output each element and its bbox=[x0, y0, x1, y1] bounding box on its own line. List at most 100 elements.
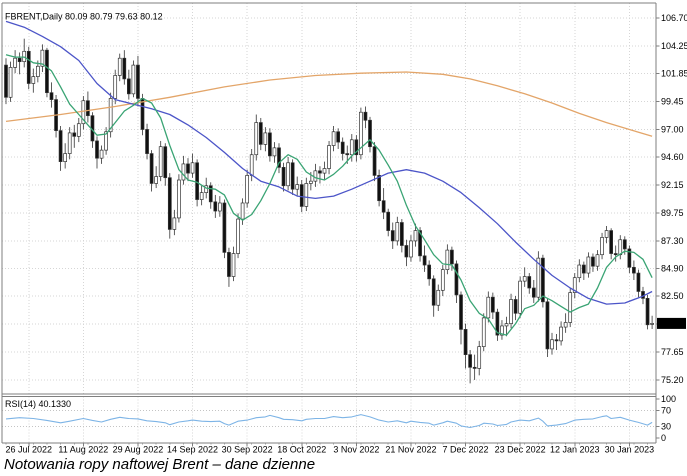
candle-bearish bbox=[299, 184, 304, 207]
candle-bearish bbox=[340, 141, 345, 154]
candle-bullish bbox=[436, 289, 441, 306]
candle-bullish bbox=[245, 175, 249, 204]
candle-bullish bbox=[67, 132, 72, 154]
price-axis-label: 104.25 bbox=[661, 41, 687, 51]
candle-bullish bbox=[327, 145, 331, 169]
candle-bearish bbox=[495, 311, 500, 336]
candle-bearish bbox=[368, 119, 372, 148]
candle-bullish bbox=[249, 154, 254, 176]
candle-bullish bbox=[31, 76, 36, 84]
rsi-line bbox=[5, 414, 653, 429]
candle-bullish bbox=[504, 323, 509, 327]
candle-bullish bbox=[190, 162, 195, 174]
candle-bearish bbox=[277, 147, 281, 168]
price-axis-label: 106.70 bbox=[661, 13, 687, 23]
candle-bearish bbox=[45, 49, 49, 94]
candle-bearish bbox=[258, 122, 263, 145]
price-axis-label: 97.00 bbox=[661, 124, 684, 134]
candle-bearish bbox=[450, 249, 454, 265]
price-axis-label: 82.50 bbox=[661, 291, 684, 301]
candle-bullish bbox=[40, 49, 45, 67]
candle-bearish bbox=[554, 339, 559, 342]
candle-bearish bbox=[627, 248, 632, 268]
price-axis-label: 101.85 bbox=[661, 69, 687, 79]
date-label: 12 Jan 2023 bbox=[550, 445, 600, 455]
candle-bearish bbox=[454, 263, 459, 296]
candle-bullish bbox=[650, 323, 654, 325]
candle-bullish bbox=[604, 230, 609, 238]
candle-bearish bbox=[122, 57, 127, 80]
candle-bullish bbox=[577, 264, 582, 279]
candle-bearish bbox=[472, 366, 477, 369]
date-label: 29 Aug 2022 bbox=[113, 445, 164, 455]
candle-bearish bbox=[468, 354, 472, 368]
date-label: 23 Dec 2022 bbox=[495, 445, 546, 455]
date-label: 3 Nov 2022 bbox=[333, 445, 379, 455]
candle-bearish bbox=[58, 130, 63, 162]
candle-bearish bbox=[86, 100, 90, 117]
candle-bearish bbox=[609, 230, 614, 254]
candle-bullish bbox=[481, 317, 486, 347]
price-axis-label: 94.60 bbox=[661, 152, 684, 162]
candle-bullish bbox=[272, 147, 277, 157]
candle-bullish bbox=[440, 269, 445, 291]
candle-bearish bbox=[418, 230, 422, 257]
candle-bearish bbox=[195, 162, 199, 200]
candle-bearish bbox=[431, 278, 436, 306]
candle-bullish bbox=[518, 280, 523, 314]
candle-bullish bbox=[595, 254, 600, 267]
candle-bullish bbox=[63, 153, 68, 162]
candle-bearish bbox=[386, 211, 391, 231]
candle-bullish bbox=[177, 179, 181, 219]
candle-bullish bbox=[572, 277, 577, 293]
candle-bearish bbox=[145, 129, 149, 154]
candle-bullish bbox=[13, 57, 17, 68]
candle-bearish bbox=[126, 78, 131, 95]
candle-bullish bbox=[154, 176, 158, 184]
candle-bearish bbox=[167, 177, 172, 230]
candle-bearish bbox=[427, 264, 431, 280]
date-label: 26 Jul 2022 bbox=[5, 445, 52, 455]
candle-bullish bbox=[509, 299, 513, 324]
candle-bearish bbox=[613, 253, 618, 256]
candle-bullish bbox=[81, 100, 86, 125]
candle-bearish bbox=[281, 167, 286, 187]
candle-bearish bbox=[363, 111, 368, 121]
candle-bearish bbox=[208, 185, 213, 203]
candle-bearish bbox=[541, 257, 545, 303]
current-price-tag bbox=[657, 317, 686, 329]
candle-bearish bbox=[136, 64, 140, 99]
candle-bearish bbox=[290, 162, 295, 190]
candle-bullish bbox=[500, 325, 504, 336]
time-axis[interactable]: 26 Jul 2022 11 Aug 2022 29 Aug 2022 14 Sep … bbox=[5, 443, 654, 455]
candle-bearish bbox=[527, 276, 532, 289]
candle-bullish bbox=[204, 185, 209, 193]
candle-bearish bbox=[513, 299, 518, 314]
candle-bullish bbox=[172, 217, 177, 230]
candle-bearish bbox=[227, 252, 231, 277]
candle-bullish bbox=[218, 202, 222, 212]
price-axis-label: 77.65 bbox=[661, 347, 684, 357]
candle-bullish bbox=[313, 170, 318, 182]
candle-bullish bbox=[254, 122, 259, 156]
price-axis[interactable]: 106.70 104.25 101.85 99.45 97.00 94.60 92.15 89… bbox=[656, 13, 687, 443]
symbol-ohlc-label: FBRENT,Daily 80.09 80.79 79.63 80.12 bbox=[5, 12, 163, 22]
candle-bullish bbox=[413, 230, 418, 242]
candle-bearish bbox=[632, 266, 636, 274]
candle-bullish bbox=[104, 131, 108, 151]
candle-bullish bbox=[445, 249, 450, 270]
candle-bullish bbox=[117, 57, 122, 76]
candle-bearish bbox=[354, 139, 359, 156]
price-axis-label: 92.15 bbox=[661, 180, 684, 190]
candle-bullish bbox=[559, 326, 563, 342]
candle-bullish bbox=[131, 64, 136, 95]
candle-bearish bbox=[531, 287, 536, 298]
candle-bearish bbox=[636, 272, 641, 292]
ma-long-line bbox=[5, 71, 653, 137]
ma-overlays-layer bbox=[5, 20, 653, 336]
candle-bullish bbox=[181, 163, 186, 181]
candle-bearish bbox=[377, 175, 381, 202]
candle-bullish bbox=[286, 162, 290, 187]
